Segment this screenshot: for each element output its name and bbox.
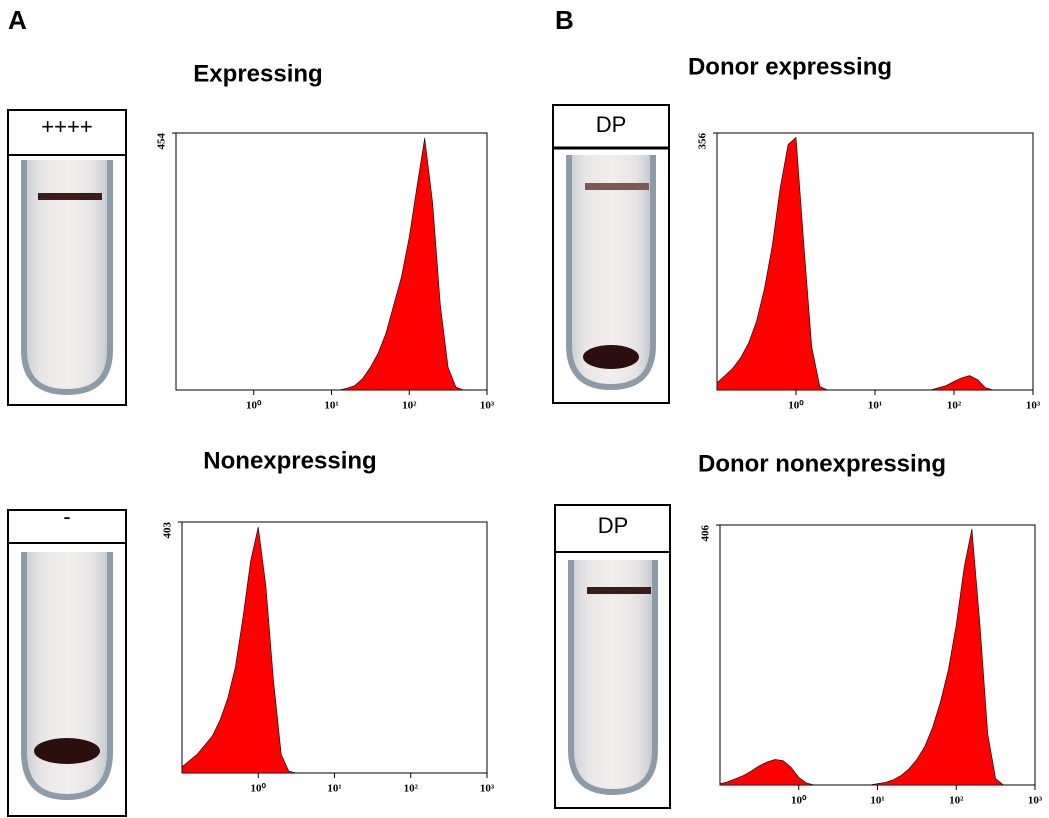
x-tick-label: 10³ bbox=[1028, 795, 1043, 807]
y-tick-label: 406 bbox=[700, 525, 712, 542]
y-tick-label: 403 bbox=[162, 522, 174, 539]
tube-label: DP bbox=[596, 112, 627, 137]
x-tick-label: 10¹ bbox=[327, 783, 341, 795]
x-tick-label: 10⁰ bbox=[246, 400, 262, 412]
tube-label: ++++ bbox=[41, 114, 92, 139]
tube-image bbox=[552, 104, 670, 404]
x-tick-label: 10³ bbox=[480, 400, 495, 412]
x-tick-label: 10¹ bbox=[870, 795, 884, 807]
tube-image bbox=[554, 504, 671, 809]
tube-image bbox=[7, 509, 127, 817]
panel-label: B bbox=[555, 5, 574, 35]
histogram-area bbox=[176, 138, 487, 391]
x-tick-label: 10¹ bbox=[324, 400, 338, 412]
x-tick-label: 10⁰ bbox=[791, 795, 807, 807]
tube-image bbox=[7, 109, 127, 406]
panel-label: A bbox=[8, 5, 27, 35]
tube-label: - bbox=[63, 504, 70, 529]
x-tick-label: 10² bbox=[947, 400, 962, 412]
x-tick-label: 10⁰ bbox=[788, 400, 804, 412]
y-tick-label: 356 bbox=[697, 133, 709, 150]
histogram-area bbox=[719, 528, 1035, 786]
chart-title: Nonexpressing bbox=[203, 447, 376, 474]
x-tick-label: 10² bbox=[402, 400, 417, 412]
x-tick-label: 10³ bbox=[480, 783, 495, 795]
x-tick-label: 10² bbox=[404, 783, 419, 795]
chart-title: Donor expressing bbox=[688, 53, 892, 80]
histogram-area bbox=[716, 136, 1033, 391]
chart-title: Expressing bbox=[193, 60, 322, 87]
tube-label: DP bbox=[598, 513, 629, 538]
y-tick-label: 454 bbox=[156, 133, 168, 150]
x-tick-label: 10¹ bbox=[868, 400, 882, 412]
chart-title: Donor nonexpressing bbox=[698, 450, 946, 477]
x-tick-label: 10² bbox=[949, 795, 964, 807]
histogram-area bbox=[181, 526, 487, 774]
x-tick-label: 10³ bbox=[1026, 400, 1041, 412]
x-tick-label: 10⁰ bbox=[251, 783, 267, 795]
